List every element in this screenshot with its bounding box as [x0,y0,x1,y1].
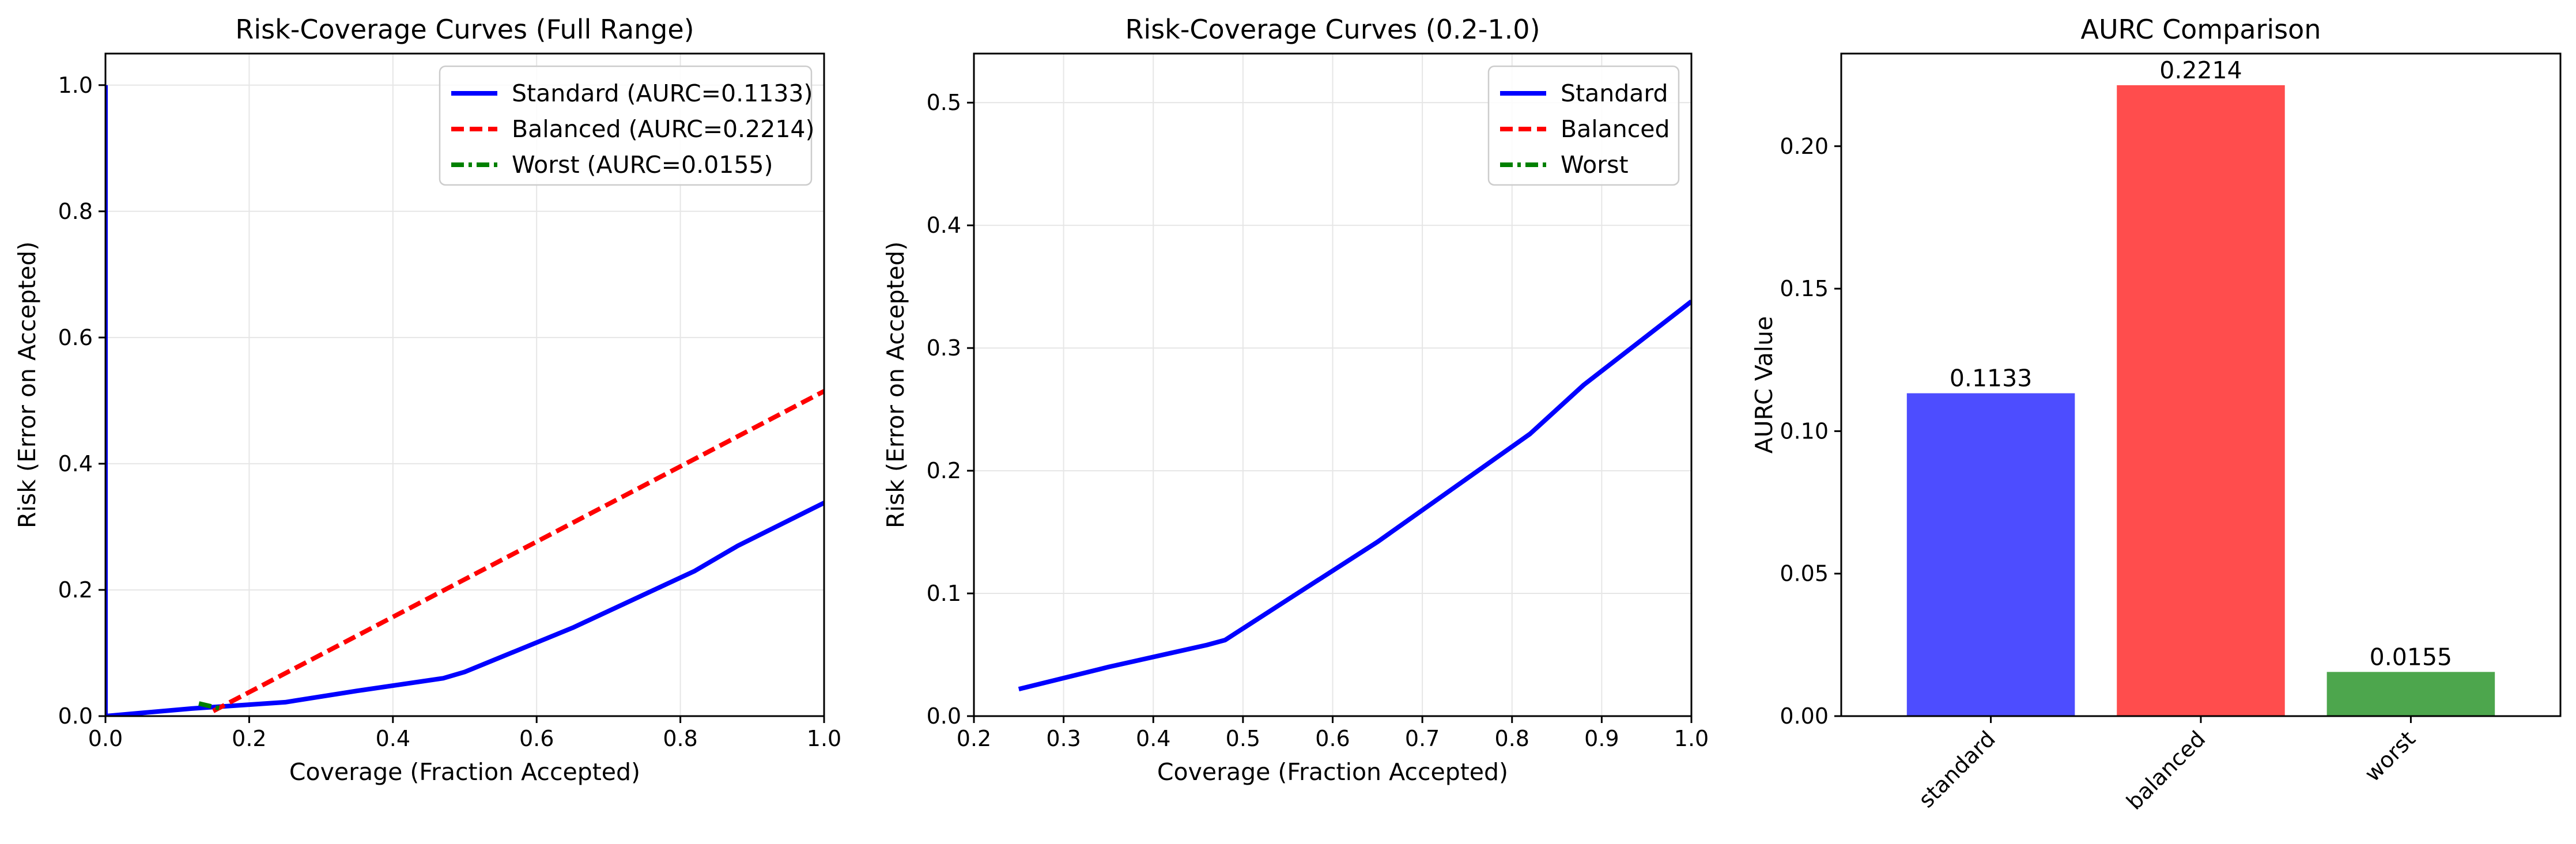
chart-title: AURC Comparison [2081,14,2321,45]
x-tick-label: 1.0 [1674,726,1709,751]
y-tick-label: 0.5 [927,90,961,115]
x-tick-label: worst [2360,726,2420,786]
series-line-1 [1018,300,1691,691]
y-axis-label: Risk (Error on Accepted) [13,241,41,528]
plot-lines [1018,300,1691,691]
legend-label: Worst [1561,151,1629,179]
x-axis-label: Coverage (Fraction Accepted) [1157,758,1508,786]
x-tick-label: 0.7 [1405,726,1440,751]
x-ticks: 0.0 0.2 0.4 0.6 0.8 1.0 [88,716,841,751]
x-axis-label: Coverage (Fraction Accepted) [289,758,640,786]
x-tick-label: standard [1914,726,2000,812]
x-ticks: 0.2 0.3 0.4 0.5 0.6 0.7 0.8 0.9 1.0 [957,716,1709,751]
bar-value-label: 0.2214 [2159,56,2242,84]
legend-label: Standard (AURC=0.1133) [512,80,813,107]
x-tick-label: 0.8 [1495,726,1529,751]
x-tick-label: 1.0 [807,726,841,751]
legend-box [1487,65,1680,186]
x-tick-label: 0.6 [519,726,554,751]
y-tick-label: 0.0 [58,703,93,729]
y-tick-label: 0.4 [58,451,93,476]
x-tick-label: 0.4 [376,726,410,751]
x-tick-label: 0.2 [232,726,266,751]
x-tick-label: 0.9 [1584,726,1619,751]
x-tick-label: 0.3 [1046,726,1081,751]
y-tick-label: 0.20 [1780,134,1829,159]
x-tick-label: 0.2 [957,726,991,751]
series-line-1 [105,85,824,716]
x-tick-label: 0.6 [1315,726,1350,751]
series-line-2 [212,389,824,713]
legend-label: Balanced (AURC=0.2214) [512,115,815,143]
plot-lines [105,85,824,716]
legend-label: Standard [1561,80,1668,107]
legend-box [439,65,813,186]
chart-title: Risk-Coverage Curves (0.2-1.0) [1125,14,1540,45]
y-ticks: 0.00 0.05 0.10 0.15 0.20 [1780,134,1841,729]
bar-standard [1906,393,2075,716]
legend-label: Worst (AURC=0.0155) [512,151,773,179]
y-tick-label: 0.05 [1780,561,1829,586]
y-tick-label: 0.6 [58,325,93,350]
axes-frame [104,52,825,717]
bar-value-label: 0.0155 [2370,643,2452,671]
y-tick-label: 0.2 [927,458,961,483]
chart-1: 0.0 0.2 0.4 0.6 0.8 1.0 0.0 0.2 0.4 0.6 0.8 1.0 Risk… [13,14,841,786]
bar-worst [2326,672,2495,716]
y-tick-label: 1.0 [58,73,93,98]
y-tick-label: 0.3 [927,335,961,361]
y-tick-label: 0.4 [927,213,961,238]
chart-title: Risk-Coverage Curves (Full Range) [235,14,694,45]
y-tick-label: 0.15 [1780,276,1829,301]
y-tick-label: 0.0 [927,703,961,729]
y-tick-label: 0.8 [58,199,93,224]
x-tick-label: 0.8 [663,726,697,751]
legend: Standard (AURC=0.1133) Balanced (AURC=0.2… [439,65,815,186]
bar-balanced [2117,85,2285,717]
bar-value-label: 0.1133 [1950,365,2032,392]
bars: 0.1133 0.2214 0.0155 [1906,56,2495,717]
series-line-3 [198,701,221,711]
y-ticks: 0.0 0.1 0.2 0.3 0.4 0.5 [927,90,974,729]
y-tick-label: 0.2 [58,577,93,603]
y-tick-label: 0.1 [927,581,961,606]
legend-label: Balanced [1561,115,1670,143]
y-tick-label: 0.10 [1780,418,1829,444]
x-ticks: standard balanced worst [1914,716,2420,815]
chart-2: 0.00.10.20.30.40.50.2 0.3 0.4 0.5 0.6 0.7 0.8 0… [882,14,1709,786]
x-tick-label: 0.4 [1136,726,1170,751]
y-tick-label: 0.00 [1780,703,1829,729]
y-axis-label: AURC Value [1750,316,1778,454]
legend: Standard Balanced Worst [1487,65,1680,186]
chart-3: 0.1133 0.2214 0.0155 0.00 0.05 0.10 0.15 0.20 st… [1750,14,2562,815]
y-axis-label: Risk (Error on Accepted) [882,241,909,528]
x-tick-label: 0.0 [88,726,123,751]
x-tick-label: balanced [2121,726,2210,815]
x-tick-label: 0.5 [1226,726,1260,751]
y-ticks: 0.0 0.2 0.4 0.6 0.8 1.0 [58,73,105,729]
